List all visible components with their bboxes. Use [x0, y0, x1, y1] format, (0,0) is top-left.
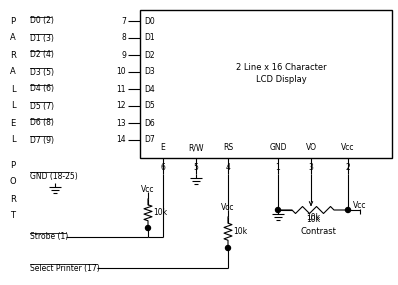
Text: 1: 1: [276, 162, 280, 172]
Text: D2 (4): D2 (4): [30, 50, 54, 60]
Text: Strobe (1): Strobe (1): [30, 233, 68, 241]
Circle shape: [146, 225, 150, 231]
Text: D1: D1: [144, 34, 155, 42]
Text: 10k: 10k: [306, 213, 320, 223]
Text: E: E: [161, 144, 166, 152]
Text: 12: 12: [117, 101, 126, 111]
Text: 6: 6: [160, 162, 166, 172]
Text: D2: D2: [144, 50, 155, 60]
Text: 10k: 10k: [153, 208, 167, 217]
Text: VO: VO: [306, 144, 316, 152]
Text: 3: 3: [308, 162, 314, 172]
Text: L: L: [11, 135, 15, 144]
Text: Vcc: Vcc: [341, 144, 355, 152]
Text: GND (18-25): GND (18-25): [30, 172, 78, 180]
Text: A: A: [10, 34, 16, 42]
Text: 8: 8: [121, 34, 126, 42]
Text: D0 (2): D0 (2): [30, 17, 54, 25]
Circle shape: [345, 207, 351, 213]
Text: D4: D4: [144, 84, 155, 93]
Text: D5: D5: [144, 101, 155, 111]
Text: 10k: 10k: [233, 227, 247, 236]
Text: GND: GND: [269, 144, 287, 152]
Text: Vcc: Vcc: [353, 201, 367, 209]
Text: D6 (8): D6 (8): [30, 119, 54, 127]
Text: 2: 2: [345, 162, 350, 172]
Text: 13: 13: [116, 119, 126, 127]
Circle shape: [226, 245, 230, 251]
Text: R: R: [10, 194, 16, 203]
Text: Select Printer (17): Select Printer (17): [30, 264, 100, 272]
Text: D5 (7): D5 (7): [30, 101, 54, 111]
Bar: [140, 10, 392, 158]
Text: 11: 11: [117, 84, 126, 93]
Text: L: L: [11, 84, 15, 93]
Text: D7 (9): D7 (9): [30, 135, 54, 144]
Text: R: R: [10, 50, 16, 60]
Text: D0: D0: [144, 17, 155, 25]
Text: R/W: R/W: [188, 144, 204, 152]
Text: O: O: [10, 178, 16, 186]
Text: 2 Line x 16 Character: 2 Line x 16 Character: [236, 64, 326, 72]
Circle shape: [275, 207, 281, 213]
Text: RS: RS: [223, 144, 233, 152]
Text: Contrast: Contrast: [300, 227, 336, 237]
Text: D3: D3: [144, 68, 155, 76]
Text: 14: 14: [116, 135, 126, 144]
Text: A: A: [10, 68, 16, 76]
Text: Vcc: Vcc: [141, 184, 155, 194]
Text: 9: 9: [121, 50, 126, 60]
Text: Vcc: Vcc: [221, 203, 235, 211]
Text: T: T: [10, 211, 16, 221]
Text: D6: D6: [144, 119, 155, 127]
Text: L: L: [11, 101, 15, 111]
Text: 10k: 10k: [306, 215, 320, 223]
Text: E: E: [10, 119, 16, 127]
Text: 4: 4: [226, 162, 230, 172]
Text: LCD Display: LCD Display: [256, 76, 306, 84]
Text: D3 (5): D3 (5): [30, 68, 54, 76]
Text: P: P: [10, 17, 16, 25]
Text: P: P: [10, 160, 16, 170]
Text: D4 (6): D4 (6): [30, 84, 54, 93]
Text: D1 (3): D1 (3): [30, 34, 54, 42]
Text: 10: 10: [116, 68, 126, 76]
Text: 7: 7: [121, 17, 126, 25]
Text: 5: 5: [193, 162, 199, 172]
Text: D7: D7: [144, 135, 155, 144]
